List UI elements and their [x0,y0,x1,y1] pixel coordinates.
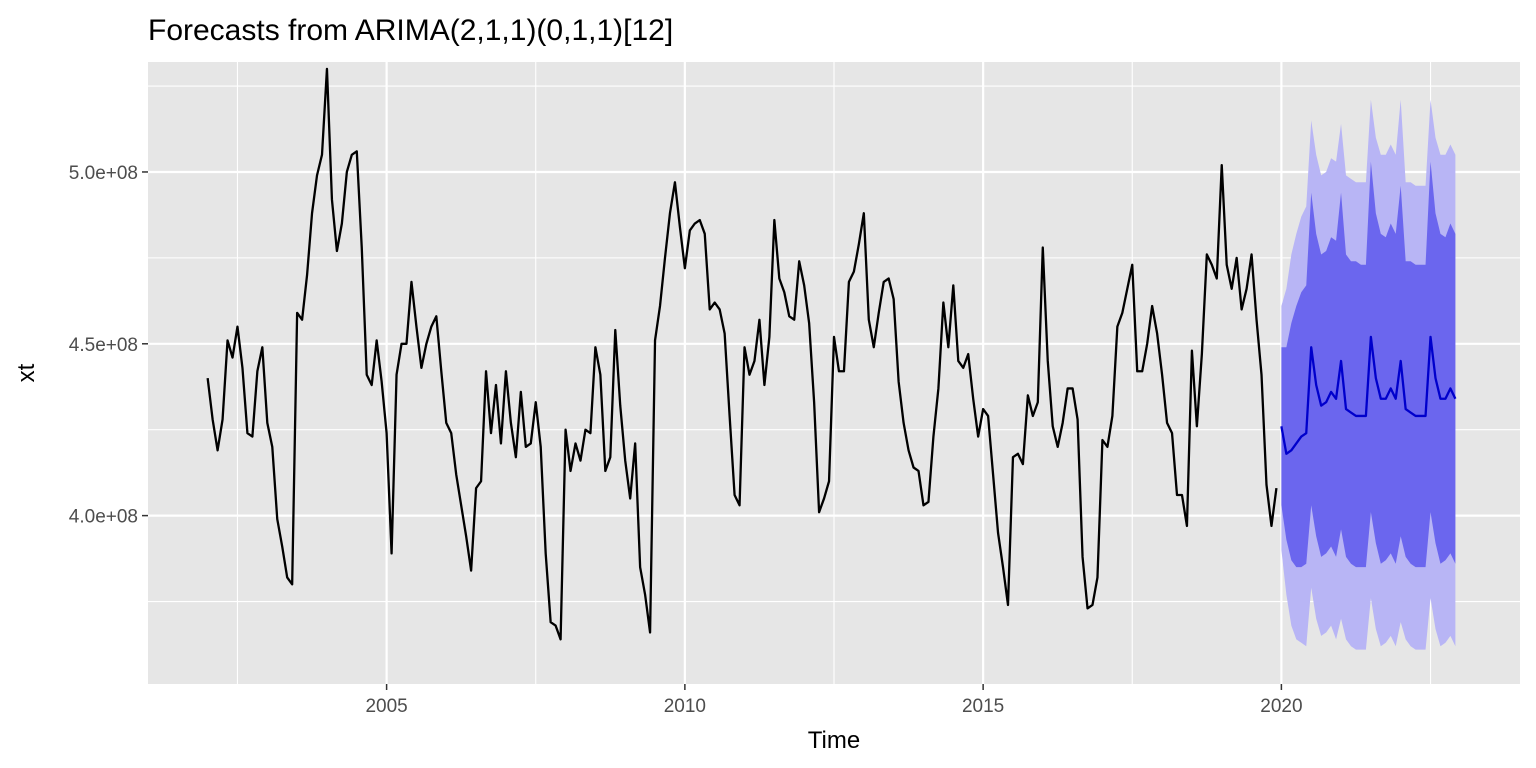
x-tick-label: 2015 [962,696,1004,717]
y-tick-label: 4.5e+08 [69,335,138,356]
observed-series-line [206,67,1278,641]
x-tick-label: 2005 [365,696,407,717]
y-tick-label: 5.0e+08 [69,163,138,184]
y-tick-label: 4.0e+08 [69,507,138,528]
x-tick-label: 2020 [1260,696,1302,717]
y-axis-ticks: 4.0e+08 4.5e+08 5.0e+08 [69,163,148,528]
y-axis-title: xt [13,363,40,382]
series-layer [206,67,1457,641]
chart-title: Forecasts from ARIMA(2,1,1)(0,1,1)[12] [148,14,673,47]
x-tick-label: 2010 [664,696,706,717]
x-axis-title: Time [808,727,860,754]
forecast-line [1280,335,1457,455]
x-axis-ticks: 2005 2010 2015 2020 [365,684,1303,717]
